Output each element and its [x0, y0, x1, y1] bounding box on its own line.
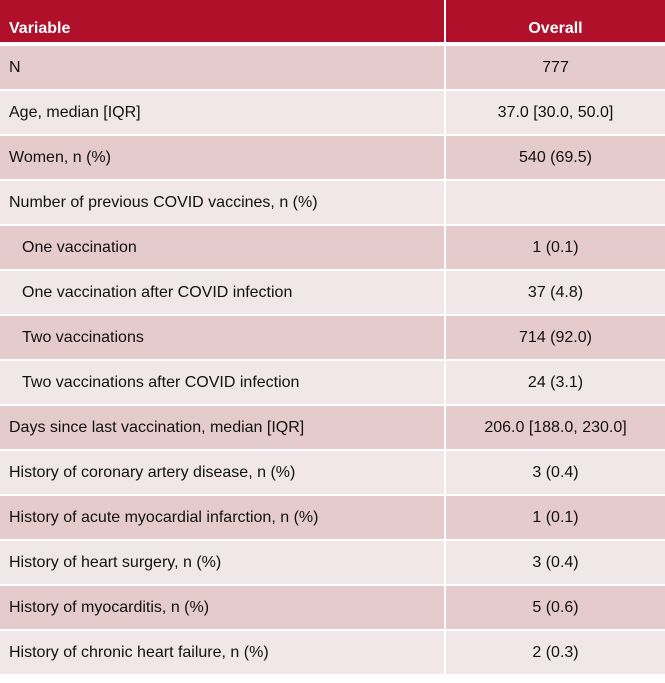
variable-column-header: Variable	[0, 0, 445, 46]
table-row: History of chronic heart failure, n (%) …	[0, 630, 665, 676]
row-value: 37 (4.8)	[444, 270, 665, 316]
row-label: One vaccination	[0, 225, 445, 271]
row-value: 1 (0.1)	[444, 495, 665, 541]
row-label: Two vaccinations	[0, 315, 445, 361]
row-label: Women, n (%)	[0, 135, 445, 181]
row-label: One vaccination after COVID infection	[0, 270, 445, 316]
table-row: Age, median [IQR] 37.0 [30.0, 50.0]	[0, 90, 665, 136]
row-label: Age, median [IQR]	[0, 90, 445, 136]
table-row: History of myocarditis, n (%) 5 (0.6)	[0, 585, 665, 631]
row-label: History of myocarditis, n (%)	[0, 585, 445, 631]
table-row: History of coronary artery disease, n (%…	[0, 450, 665, 496]
table-row: Days since last vaccination, median [IQR…	[0, 405, 665, 451]
row-value: 37.0 [30.0, 50.0]	[444, 90, 665, 136]
overall-column-header: Overall	[444, 0, 665, 46]
table-row: One vaccination 1 (0.1)	[0, 225, 665, 271]
row-value: 3 (0.4)	[444, 540, 665, 586]
row-value: 206.0 [188.0, 230.0]	[444, 405, 665, 451]
row-label: N	[0, 44, 445, 91]
header-row: Variable Overall	[0, 0, 665, 46]
table-row: Women, n (%) 540 (69.5)	[0, 135, 665, 181]
table-row: Number of previous COVID vaccines, n (%)	[0, 180, 665, 226]
table-row: History of acute myocardial infarction, …	[0, 495, 665, 541]
row-value: 2 (0.3)	[444, 630, 665, 676]
table-row: N 777	[0, 44, 665, 91]
row-value	[444, 180, 665, 226]
row-value: 714 (92.0)	[444, 315, 665, 361]
row-label: History of heart surgery, n (%)	[0, 540, 445, 586]
row-value: 24 (3.1)	[444, 360, 665, 406]
row-value: 1 (0.1)	[444, 225, 665, 271]
row-value: 5 (0.6)	[444, 585, 665, 631]
table-row: Two vaccinations after COVID infection 2…	[0, 360, 665, 406]
table-row: History of heart surgery, n (%) 3 (0.4)	[0, 540, 665, 586]
table-row: One vaccination after COVID infection 37…	[0, 270, 665, 316]
row-label: Two vaccinations after COVID infection	[0, 360, 445, 406]
table-row: Two vaccinations 714 (92.0)	[0, 315, 665, 361]
row-label: History of coronary artery disease, n (%…	[0, 450, 445, 496]
row-label: History of acute myocardial infarction, …	[0, 495, 445, 541]
row-label: History of chronic heart failure, n (%)	[0, 630, 445, 676]
row-value: 540 (69.5)	[444, 135, 665, 181]
row-label: Number of previous COVID vaccines, n (%)	[0, 180, 445, 226]
row-label: Days since last vaccination, median [IQR…	[0, 405, 445, 451]
row-value: 3 (0.4)	[444, 450, 665, 496]
row-value: 777	[444, 44, 665, 91]
